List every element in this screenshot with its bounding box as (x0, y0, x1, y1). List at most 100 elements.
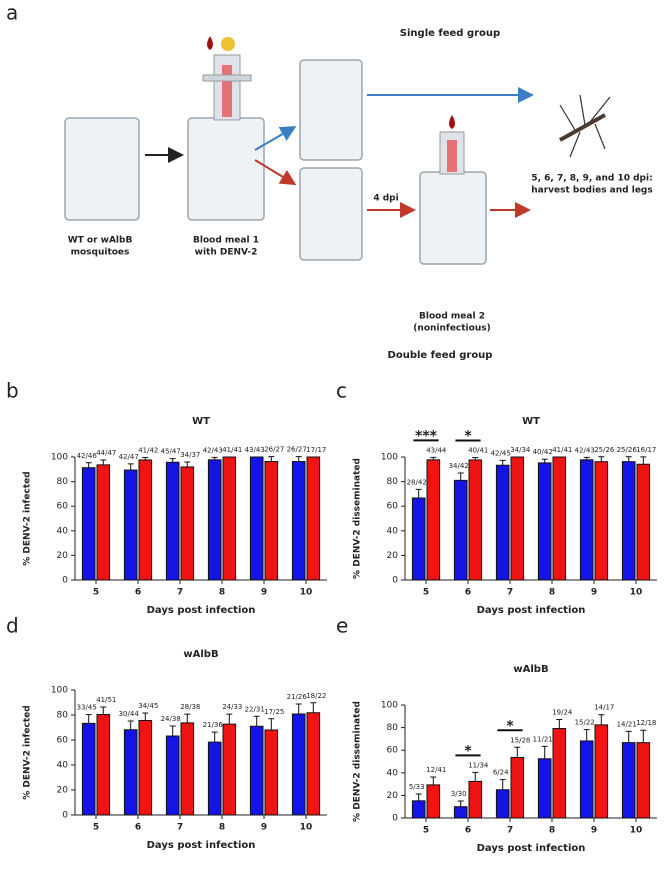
value-label: 14/17 (594, 704, 614, 712)
cage (299, 167, 363, 261)
value-label: 42/45 (491, 449, 511, 457)
x-tick-label: 8 (219, 823, 225, 833)
x-axis-label: Days post infection (147, 840, 256, 851)
y-tick-label: 0 (62, 576, 68, 586)
bar (180, 722, 195, 816)
value-label: 17/25 (264, 708, 284, 716)
bar (579, 740, 594, 819)
value-label: 34/37 (180, 451, 200, 459)
error-bar (295, 456, 302, 462)
value-label: 40/42 (533, 448, 553, 456)
x-tick-label: 9 (261, 588, 267, 598)
bar (180, 466, 195, 581)
x-tick-label: 9 (591, 826, 597, 836)
x-tick-label: 10 (300, 588, 313, 598)
x-tick-label: 9 (261, 823, 267, 833)
x-tick-label: 8 (219, 588, 225, 598)
error-bar (583, 729, 590, 741)
bar (81, 467, 96, 581)
x-tick-label: 6 (135, 588, 141, 598)
y-tick-label: 0 (392, 814, 398, 824)
bar (207, 741, 222, 816)
error-bar (640, 729, 647, 743)
value-label: 18/22 (306, 692, 326, 700)
value-label: 42/46 (77, 452, 98, 460)
error-bar (430, 776, 437, 785)
x-tick-label: 9 (591, 588, 597, 598)
diagram: a Single feed group Double feed group WT… (6, 1, 653, 362)
y-axis-label: % DENV-2 disseminated (353, 701, 363, 822)
x-tick-label: 6 (465, 826, 471, 836)
significance-label: * (464, 743, 472, 759)
group-label: Single feed group (400, 28, 500, 39)
x-tick-label: 5 (93, 588, 99, 598)
bar (552, 456, 567, 581)
y-tick-label: 0 (62, 811, 68, 821)
value-label: 41/41 (222, 446, 242, 454)
error-bar (541, 458, 548, 463)
panel-label: e (336, 614, 348, 638)
bar (306, 456, 321, 581)
value-label: 43/43 (245, 446, 265, 454)
x-tick-label: 8 (549, 826, 555, 836)
step-label: Blood meal 2 (419, 312, 485, 322)
bar (123, 729, 138, 816)
bar (636, 742, 651, 819)
bar (537, 758, 552, 819)
feeder-flange (202, 74, 252, 82)
y-tick-label: 80 (57, 477, 69, 487)
error-bar (100, 706, 107, 715)
value-label: 41/51 (96, 696, 116, 704)
value-label: 25/26 (617, 446, 638, 454)
value-label: 42/43 (203, 446, 223, 454)
error-bar (583, 456, 590, 460)
bar (510, 456, 525, 581)
error-bar (184, 713, 191, 723)
error-bar (640, 456, 647, 465)
chart-title: WT (522, 416, 540, 427)
virus-icon (221, 37, 235, 51)
x-axis-label: Days post infection (477, 605, 586, 616)
error-bar (85, 714, 92, 724)
panel-label: c (336, 379, 347, 403)
bar (495, 789, 510, 819)
error-bar (211, 456, 218, 460)
chart-title: wAlbB (513, 664, 548, 675)
cage (64, 117, 140, 221)
y-tick-label: 20 (387, 791, 399, 801)
value-label: 30/44 (119, 710, 140, 718)
value-label: 33/45 (77, 704, 97, 712)
value-label: 28/38 (180, 703, 200, 711)
value-label: 3/30 (451, 790, 467, 798)
bar (579, 459, 594, 581)
error-bar (514, 746, 521, 758)
x-tick-label: 6 (135, 823, 141, 833)
bar (594, 461, 609, 581)
bar (426, 459, 441, 581)
x-axis-label: Days post infection (477, 843, 586, 854)
y-tick-label: 20 (387, 551, 399, 561)
error-bar (268, 456, 275, 462)
bar (207, 459, 222, 581)
y-tick-label: 60 (387, 746, 399, 756)
error-bar (415, 793, 422, 801)
y-axis-label: % DENV-2 infected (23, 471, 33, 565)
y-axis-label: % DENV-2 disseminated (353, 458, 363, 579)
bar (510, 756, 525, 819)
significance-label: *** (415, 428, 438, 444)
value-label: 19/24 (552, 708, 573, 716)
value-label: 34/34 (510, 446, 531, 454)
bar (138, 459, 153, 581)
bar (306, 712, 321, 816)
value-label: 11/34 (468, 761, 489, 769)
bar (291, 461, 306, 581)
feeder-blood (447, 140, 457, 172)
value-label: 24/33 (222, 703, 242, 711)
error-bar (457, 472, 464, 481)
value-label: 45/47 (161, 448, 181, 456)
value-label: 21/36 (203, 721, 224, 729)
y-tick-label: 0 (392, 576, 398, 586)
chart-title: wAlbB (183, 649, 218, 660)
bar (453, 479, 468, 581)
